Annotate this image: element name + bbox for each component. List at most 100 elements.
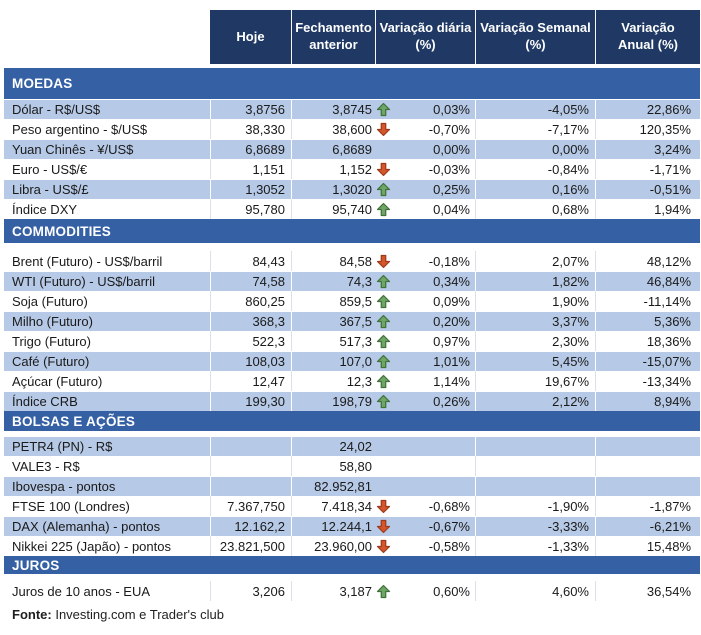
section-commodities: COMMODITIES Brent (Futuro) - US$/barril 84… [4,219,700,411]
column-header-variacao-semanal: Variação Semanal (%) [475,10,595,64]
cell-fechamento-e-variacao-diaria: 3,187 0,60% [291,581,475,601]
arrow-down-icon [376,539,391,554]
cell-fechamento-anterior: 24,02 [339,439,372,454]
arrow-down-icon [376,162,391,177]
cell-fechamento-e-variacao-diaria: 6,8689 0,00% [291,140,475,159]
cell-variacao-diaria: 0,04% [433,201,470,217]
cell-variacao-semanal: -0,84% [475,159,595,179]
cell-fechamento-anterior: 517,3 [339,333,372,349]
cell-variacao-anual [595,456,700,476]
cell-variacao-diaria: 0,03% [433,102,470,117]
cell-variacao-diaria: 0,97% [433,333,470,349]
row-label: WTI (Futuro) - US$/barril [12,274,156,289]
column-header-variacao-anual: Variação Anual (%) [595,10,700,64]
cell-fechamento-e-variacao-diaria: 23.960,00 -0,58% [291,536,475,556]
cell-hoje: 108,03 [210,352,291,371]
cell-fechamento-anterior: 1,3020 [332,182,372,197]
arrow-slot [372,374,394,389]
cell-fechamento-anterior: 23.960,00 [314,538,372,554]
section-header-bolsas-e-acoes: BOLSAS E AÇÕES [4,411,700,431]
cell-variacao-anual: -1,71% [595,159,700,179]
arrow-down-icon [376,122,391,137]
column-header-fechamento-anterior: Fechamento anterior [291,10,375,64]
cell-fechamento-e-variacao-diaria: 24,02 [291,437,475,456]
table-row-dolar-r-us: Dólar - R$/US$ 3,8756 3,8745 0,03% -4,05% 22,… [4,99,700,119]
cell-variacao-anual: 36,54% [595,581,700,601]
table-row-yuan-chines-us: Yuan Chinês - ¥/US$ 6,8689 6,8689 0,00% 0,00… [4,139,700,159]
cell-variacao-semanal: -1,90% [475,496,595,516]
row-label: Nikkei 225 (Japão) - pontos [12,538,171,554]
cell-variacao-semanal: 19,67% [475,371,595,391]
arrow-up-icon [376,334,391,349]
column-header-variacao-diaria: Variação diária (%) [375,10,475,64]
table-row-nikkei-225-japao-pontos: Nikkei 225 (Japão) - pontos 23.821,500 23.… [4,536,700,556]
row-label: Café (Futuro) [12,354,90,369]
row-label: PETR4 (PN) - R$ [12,439,113,454]
cell-hoje: 12.162,2 [210,517,291,536]
arrow-up-icon [376,314,391,329]
cell-variacao-diaria: 0,00% [433,142,470,157]
cell-variacao-anual: -13,34% [595,371,700,391]
cell-variacao-semanal: -3,33% [475,517,595,536]
cell-variacao-anual: 5,36% [595,312,700,331]
cell-variacao-diaria: -0,68% [428,498,470,514]
cell-fechamento-e-variacao-diaria: 12,3 1,14% [291,371,475,391]
row-label: Libra - US$/£ [12,182,89,197]
cell-fechamento-e-variacao-diaria: 1,152 -0,03% [291,159,475,179]
arrow-slot [372,394,394,409]
cell-hoje: 1,151 [210,159,291,179]
source-text: Investing.com e Trader's club [51,607,225,622]
arrow-slot [372,182,394,197]
cell-hoje: 7.367,750 [210,496,291,516]
cell-hoje: 3,206 [210,581,291,601]
row-label: Dólar - R$/US$ [12,102,101,117]
section-moedas: MOEDAS Dólar - R$/US$ 3,8756 3,8745 0,03% -4,… [4,68,700,219]
cell-variacao-diaria: 0,20% [433,314,470,329]
cell-fechamento-anterior: 95,740 [332,201,372,217]
section-spacer [4,431,700,436]
cell-variacao-anual: 3,24% [595,140,700,159]
cell-variacao-semanal: 0,68% [475,199,595,219]
arrow-slot [372,254,394,269]
arrow-up-icon [376,182,391,197]
cell-fechamento-anterior: 82.952,81 [314,479,372,494]
cell-fechamento-e-variacao-diaria: 3,8745 0,03% [291,100,475,119]
section-header-commodities: COMMODITIES [4,219,700,243]
row-label: Trigo (Futuro) [12,333,91,349]
table-row-cafe-futuro: Café (Futuro) 108,03 107,0 1,01% 5,45% -15,07… [4,351,700,371]
table-row-indice-dxy: Índice DXY 95,780 95,740 0,04% 0,68% 1,94% [4,199,700,219]
table-header-row: Hoje Fechamento anterior Variação diária… [4,10,700,64]
cell-fechamento-anterior: 3,187 [339,583,372,599]
cell-variacao-anual: -6,21% [595,517,700,536]
table-body: MOEDAS Dólar - R$/US$ 3,8756 3,8745 0,03% -4,… [4,68,700,601]
cell-fechamento-anterior: 38,600 [332,121,372,137]
cell-fechamento-anterior: 84,58 [339,253,372,269]
cell-variacao-semanal [475,477,595,496]
cell-variacao-anual [595,477,700,496]
cell-variacao-diaria: -0,70% [428,121,470,137]
cell-fechamento-e-variacao-diaria: 74,3 0,34% [291,272,475,291]
row-label: DAX (Alemanha) - pontos [12,519,161,534]
row-label: Soja (Futuro) [12,293,88,309]
cell-variacao-diaria: 0,60% [433,583,470,599]
cell-fechamento-e-variacao-diaria: 198,79 0,26% [291,392,475,411]
cell-fechamento-anterior: 3,8745 [332,102,372,117]
arrow-down-icon [376,499,391,514]
cell-variacao-semanal [475,456,595,476]
cell-fechamento-e-variacao-diaria: 517,3 0,97% [291,331,475,351]
cell-variacao-semanal: 1,90% [475,291,595,311]
cell-fechamento-anterior: 198,79 [332,394,372,409]
table-row-libra-us: Libra - US$/£ 1,3052 1,3020 0,25% 0,16% -0,51… [4,179,700,199]
cell-variacao-diaria: 1,01% [433,354,470,369]
cell-fechamento-anterior: 74,3 [346,274,372,289]
cell-fechamento-e-variacao-diaria: 58,80 [291,456,475,476]
table-row-wti-futuro-us-barril: WTI (Futuro) - US$/barril 74,58 74,3 0,34% 1… [4,271,700,291]
arrow-slot [372,334,394,349]
cell-variacao-semanal: 2,07% [475,251,595,271]
cell-variacao-anual: 18,36% [595,331,700,351]
arrow-slot [372,202,394,217]
section-spacer [4,243,700,251]
row-label: Milho (Futuro) [12,314,93,329]
cell-variacao-anual: -11,14% [595,291,700,311]
cell-variacao-anual: -0,51% [595,180,700,199]
